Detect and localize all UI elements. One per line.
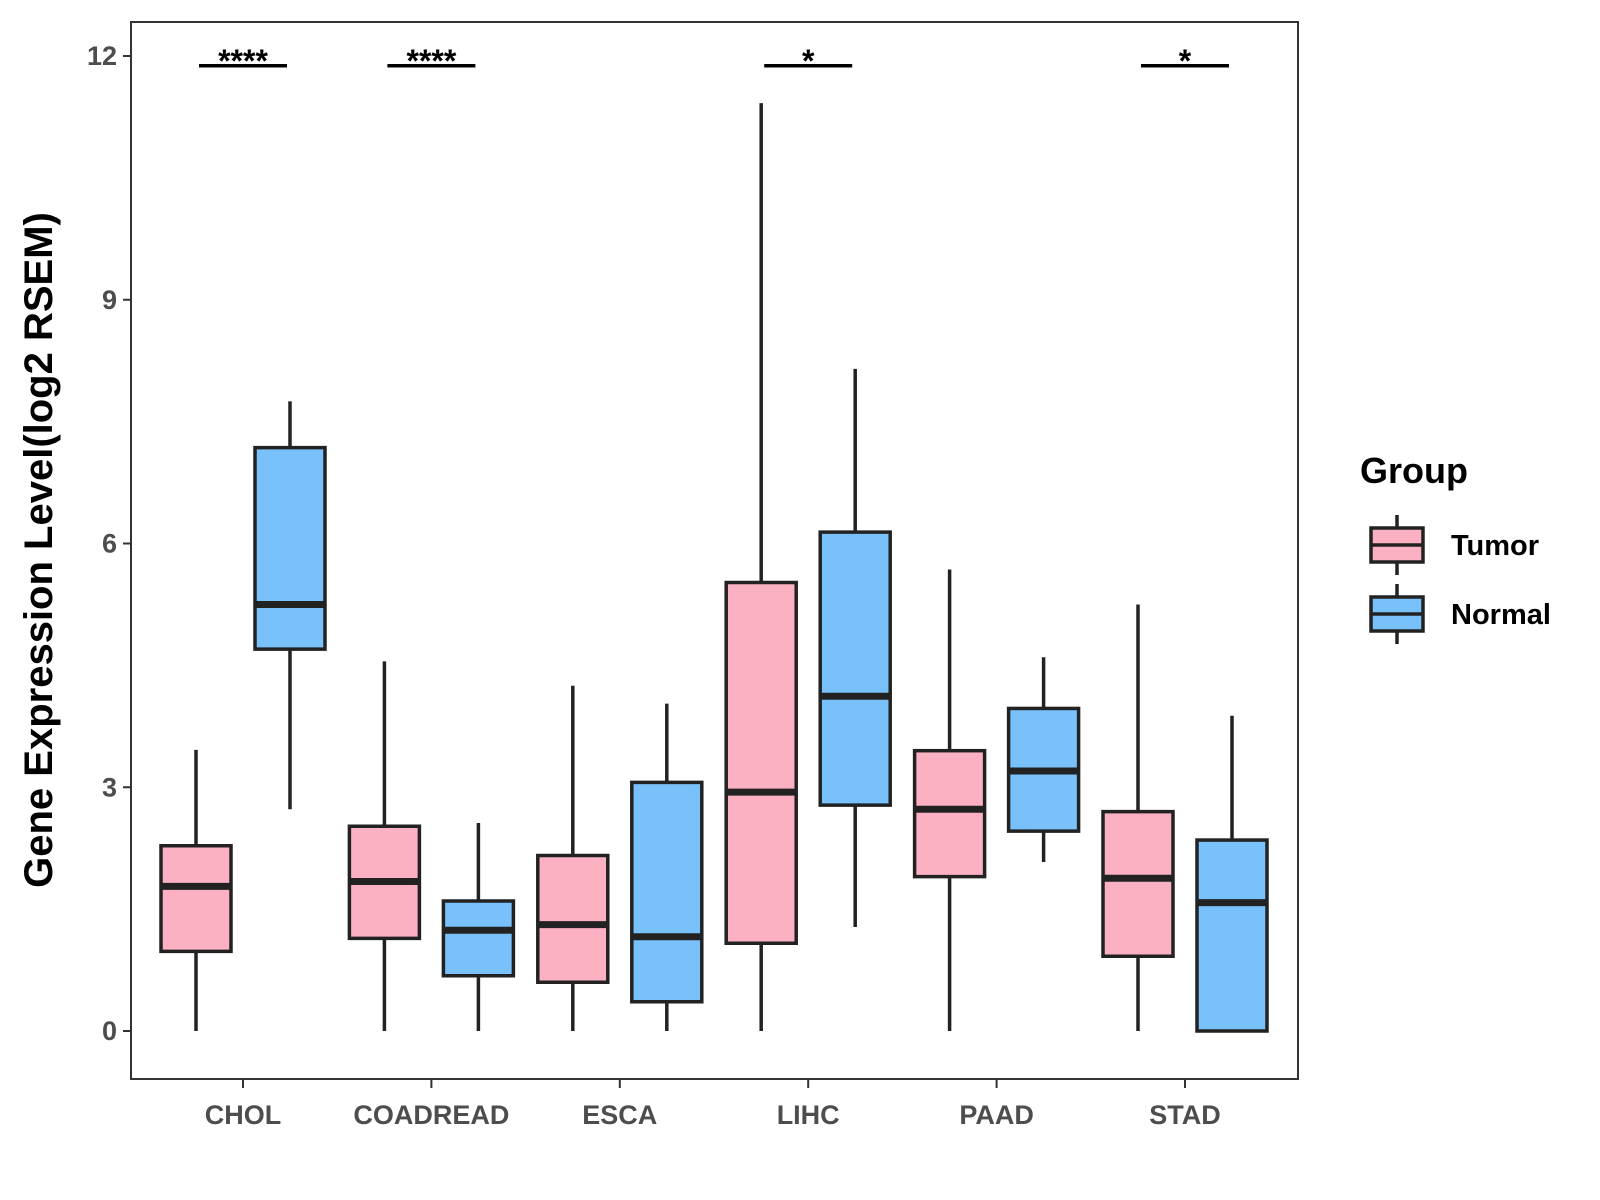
iqr-box <box>253 445 327 651</box>
legend-entry-tumor: Tumor <box>1369 515 1539 575</box>
iqr-box <box>536 853 610 984</box>
box-tumor-lihc <box>724 103 798 1031</box>
y-axis: 0 3 6 9 12 <box>87 41 131 1046</box>
y-tick-label: 3 <box>102 772 117 802</box>
x-tick-label: STAD <box>1149 1100 1221 1130</box>
x-tick-label: CHOL <box>205 1100 282 1130</box>
y-tick-label: 9 <box>102 285 117 315</box>
boxes-layer <box>159 103 1269 1033</box>
significance-label: **** <box>218 43 268 79</box>
box-tumor-coadread <box>347 661 422 1031</box>
y-tick-label: 12 <box>87 41 117 71</box>
iqr-box <box>441 899 516 978</box>
significance-label: * <box>1179 43 1192 79</box>
x-tick-label: LIHC <box>777 1100 840 1130</box>
iqr-box <box>1195 838 1269 1033</box>
box-normal-paad <box>1006 657 1081 862</box>
box-tumor-paad <box>912 569 987 1031</box>
legend-label: Normal <box>1451 599 1551 631</box>
y-tick-label: 0 <box>102 1016 117 1046</box>
legend: Group Tumor Normal <box>1360 450 1551 644</box>
x-tick-label: ESCA <box>582 1100 657 1130</box>
box-normal-esca <box>630 703 704 1031</box>
box-normal-coadread <box>441 823 516 1031</box>
iqr-box <box>159 844 233 954</box>
box-normal-chol <box>253 401 327 810</box>
legend-label: Tumor <box>1451 530 1539 562</box>
x-tick-label: PAAD <box>959 1100 1034 1130</box>
iqr-box <box>818 530 892 807</box>
legend-entry-normal: Normal <box>1369 584 1551 644</box>
legend-title: Group <box>1360 450 1468 491</box>
iqr-box <box>630 780 704 1004</box>
x-axis: CHOL COADREAD ESCA LIHC PAAD STAD <box>205 1079 1221 1130</box>
iqr-box <box>912 748 987 879</box>
significance-label: * <box>802 43 815 79</box>
y-tick-label: 6 <box>102 529 117 559</box>
significance-layer: **** **** * * <box>199 43 1229 79</box>
box-tumor-chol <box>159 749 233 1031</box>
iqr-box <box>1101 809 1175 958</box>
x-tick-label: COADREAD <box>353 1100 509 1130</box>
significance-label: **** <box>406 43 456 79</box>
box-tumor-esca <box>536 685 610 1031</box>
box-normal-lihc <box>818 368 892 927</box>
box-tumor-stad <box>1101 604 1175 1031</box>
iqr-box <box>724 580 798 945</box>
plot-panel-border <box>130 21 1299 1080</box>
y-axis-title: Gene Expression Level(log2 RSEM) <box>17 212 61 888</box>
box-normal-stad <box>1195 715 1269 1033</box>
